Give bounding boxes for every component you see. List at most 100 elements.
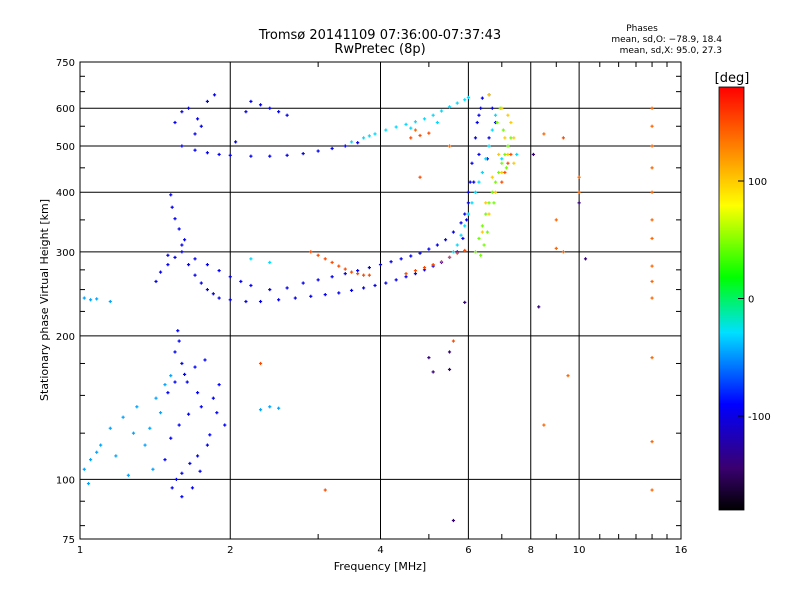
data-point	[503, 136, 507, 140]
data-point	[217, 152, 221, 157]
data-point	[493, 180, 498, 184]
data-point	[463, 98, 467, 102]
data-point	[193, 273, 197, 277]
data-point	[500, 170, 504, 175]
data-point	[650, 488, 654, 492]
x-tick-label: 4	[377, 545, 383, 556]
data-point	[228, 153, 232, 157]
data-point	[249, 257, 253, 261]
y-tick-label: 75	[62, 535, 75, 546]
data-point	[418, 251, 422, 255]
data-point	[239, 279, 243, 284]
data-point	[509, 120, 513, 125]
data-point	[650, 296, 654, 300]
data-point	[195, 117, 200, 121]
data-point	[170, 205, 174, 209]
data-point	[500, 161, 504, 165]
data-point	[198, 469, 202, 473]
y-tick-label: 100	[56, 475, 75, 486]
data-point	[490, 106, 494, 110]
data-point	[186, 412, 191, 416]
data-point	[285, 286, 289, 290]
data-point	[99, 443, 103, 447]
data-point	[234, 140, 238, 144]
data-point	[268, 405, 272, 409]
data-point	[223, 423, 227, 427]
colorbar-ticks: 100 0 -100	[738, 177, 771, 423]
data-point	[484, 212, 488, 216]
data-point	[193, 148, 197, 152]
phase-stats-x: mean, sd,X: 95.0, 27.3	[620, 46, 722, 56]
data-point	[427, 247, 431, 251]
data-point	[362, 286, 366, 290]
data-point	[195, 454, 200, 458]
data-point	[404, 272, 408, 276]
data-point	[268, 154, 272, 158]
data-point	[409, 254, 413, 258]
data-point	[447, 105, 452, 109]
data-point	[577, 175, 581, 179]
data-point	[373, 283, 377, 288]
data-point	[404, 122, 408, 126]
chart-title: Tromsø 20141109 07:36:00-07:37:43	[258, 28, 501, 43]
data-point	[143, 443, 147, 447]
data-point	[384, 281, 388, 285]
data-point	[531, 152, 536, 157]
data-point	[650, 144, 654, 148]
data-point	[503, 170, 507, 175]
data-point	[650, 190, 654, 194]
data-point	[173, 217, 177, 221]
data-point	[378, 263, 383, 267]
data-point	[173, 120, 177, 125]
data-point	[447, 144, 452, 148]
data-point	[431, 370, 435, 374]
data-point	[447, 367, 452, 372]
data-point	[217, 383, 221, 387]
data-point	[114, 454, 118, 458]
data-point	[343, 272, 347, 276]
data-point	[427, 356, 431, 360]
data-point	[418, 175, 422, 179]
data-point	[500, 106, 504, 110]
data-point	[554, 246, 558, 250]
data-point	[497, 170, 501, 175]
data-point	[249, 154, 253, 158]
data-point	[215, 411, 219, 415]
x-axis-label: Frequency [MHz]	[334, 560, 426, 573]
data-point	[583, 257, 588, 261]
data-point	[512, 136, 516, 140]
data-point	[301, 281, 305, 285]
data-point	[373, 132, 377, 136]
data-point	[186, 263, 191, 267]
data-point	[404, 275, 408, 279]
data-point	[431, 263, 435, 267]
data-point	[413, 268, 418, 273]
data-point	[205, 263, 210, 267]
data-point	[409, 126, 413, 130]
data-point	[362, 136, 366, 140]
data-point	[487, 201, 491, 205]
data-point	[463, 224, 467, 228]
data-point	[561, 136, 565, 140]
data-point	[466, 95, 470, 100]
data-point	[195, 391, 200, 395]
data-point	[506, 161, 510, 165]
data-point	[459, 221, 463, 225]
data-point	[323, 488, 327, 492]
data-point	[487, 212, 491, 216]
data-point	[394, 125, 398, 129]
data-point	[182, 238, 187, 242]
data-point	[443, 238, 448, 242]
x-tick-label: 10	[573, 545, 586, 556]
data-point	[277, 298, 281, 302]
data-point	[506, 152, 510, 157]
data-point	[500, 180, 504, 184]
data-point	[439, 109, 444, 113]
data-point	[463, 300, 467, 305]
data-point	[268, 106, 272, 110]
data-point	[480, 224, 484, 228]
data-point	[367, 265, 371, 270]
data-point	[650, 166, 654, 170]
data-point	[126, 473, 130, 477]
